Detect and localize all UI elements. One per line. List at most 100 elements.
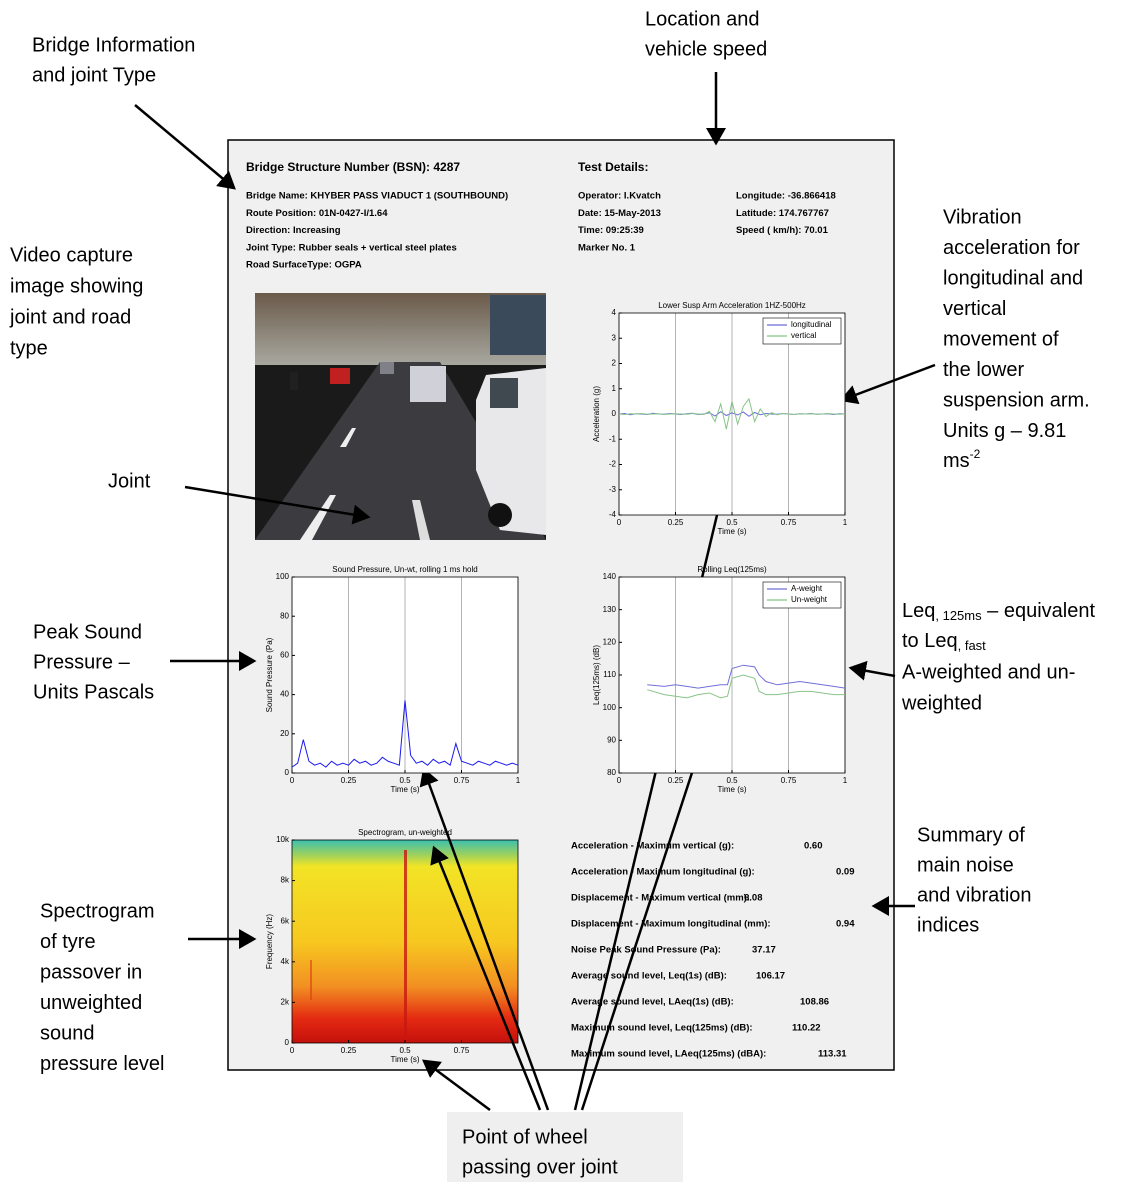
header-field: Operator: I.Kvatch — [578, 191, 661, 202]
spectrogram-image — [292, 840, 518, 1043]
x-tick-label: 0.25 — [341, 776, 357, 785]
annotation: Vibration — [943, 206, 1022, 228]
y-tick-label: -2 — [609, 460, 617, 469]
annotation: indices — [917, 914, 979, 936]
annotation: Spectrogram — [40, 900, 155, 922]
x-tick-label: 0.5 — [399, 776, 411, 785]
annotation: Point of wheel — [462, 1126, 588, 1148]
y-tick-label: 100 — [603, 703, 617, 712]
x-axis-label: Time (s) — [390, 785, 419, 794]
annotation: the lower — [943, 359, 1024, 381]
header-field: Longitude: -36.866418 — [736, 191, 836, 202]
annotation: Pressure – — [33, 651, 131, 673]
annotation-part: Leq — [902, 600, 935, 622]
y-tick-label: 1 — [612, 384, 617, 393]
y-tick-label: 6k — [281, 916, 290, 925]
annotation: Units g – 9.81 — [943, 420, 1066, 442]
annotation-sup: -2 — [970, 447, 981, 461]
y-tick-label: 3 — [612, 333, 617, 342]
y-tick-label: 2k — [281, 998, 290, 1007]
summary-value: 113.31 — [818, 1049, 847, 1060]
x-tick-label: 1 — [843, 518, 848, 527]
annotation: unweighted — [40, 992, 142, 1014]
summary-value: 0.94 — [836, 919, 855, 930]
x-tick-label: 0 — [617, 518, 622, 527]
y-tick-label: 4k — [281, 957, 290, 966]
annotation: to Leq, fast — [902, 630, 986, 653]
annotation: pressure level — [40, 1053, 165, 1075]
annotation-part: – equivalent — [982, 600, 1096, 622]
annotation: of tyre — [40, 931, 96, 953]
annotation: ms-2 — [943, 447, 981, 472]
legend-label: Un-weight — [791, 595, 828, 604]
x-tick-label: 0.5 — [726, 518, 738, 527]
x-tick-label: 0.5 — [726, 776, 738, 785]
x-axis-label: Time (s) — [390, 1055, 419, 1064]
y-tick-label: 100 — [276, 572, 290, 581]
header-field: Joint Type: Rubber seals + vertical stee… — [246, 242, 457, 253]
legend-label: A-weight — [791, 584, 823, 593]
annotation: Leq, 125ms – equivalent — [902, 600, 1095, 623]
annotation: and vibration — [917, 884, 1032, 906]
header-field: Bridge Name: KHYBER PASS VIADUCT 1 (SOUT… — [246, 191, 508, 202]
y-tick-label: 60 — [280, 651, 289, 660]
annotation-sub: , 125ms — [935, 608, 982, 623]
y-tick-label: 10k — [276, 835, 290, 844]
annotation: suspension arm. — [943, 389, 1090, 411]
summary-value: 6.08 — [744, 893, 763, 904]
y-tick-label: 130 — [603, 605, 617, 614]
x-tick-label: 1 — [516, 776, 521, 785]
legend-label: vertical — [791, 331, 817, 340]
y-tick-label: 2 — [612, 359, 617, 368]
y-axis-label: Leq(125ms) (dB) — [592, 645, 601, 705]
x-tick-label: 0.25 — [668, 518, 684, 527]
summary-label: Noise Peak Sound Pressure (Pa): — [571, 945, 721, 956]
annotation: longitudinal and — [943, 267, 1083, 289]
header-field: Time: 09:25:39 — [578, 225, 644, 236]
header-field: Marker No. 1 — [578, 242, 636, 253]
x-tick-label: 0.75 — [781, 776, 797, 785]
bsn: Bridge Structure Number (BSN): 4287 — [246, 160, 460, 174]
annotation: joint and road — [9, 306, 131, 328]
summary-value: 110.22 — [792, 1023, 821, 1034]
y-tick-label: 140 — [603, 572, 617, 581]
x-tick-label: 1 — [843, 776, 848, 785]
test-details: Test Details: — [578, 160, 648, 174]
x-tick-label: 0.25 — [341, 1046, 357, 1055]
x-tick-label: 0.25 — [668, 776, 684, 785]
annotation: passover in — [40, 961, 142, 983]
y-tick-label: 80 — [607, 768, 616, 777]
annotation: Units Pascals — [33, 681, 154, 703]
annotation: vehicle speed — [645, 38, 767, 60]
y-axis-label: Acceleration (g) — [592, 386, 601, 442]
annotation: sound — [40, 1022, 95, 1044]
y-tick-label: 80 — [280, 611, 289, 620]
annotation: acceleration for — [943, 237, 1080, 259]
video-capture — [255, 293, 546, 540]
y-tick-label: 8k — [281, 876, 290, 885]
summary-value: 0.60 — [804, 841, 823, 852]
y-axis-label: Sound Pressure (Pa) — [265, 637, 274, 712]
annotation-part: ms — [943, 450, 970, 472]
y-tick-label: 4 — [612, 308, 617, 317]
chart-title: Lower Susp Arm Acceleration 1HZ-500Hz — [658, 301, 806, 310]
annotation: main noise — [917, 854, 1014, 876]
chart-title: Spectrogram, un-weighted — [358, 828, 452, 837]
header-field: Latitude: 174.767767 — [736, 208, 829, 219]
x-tick-label: 0.5 — [399, 1046, 411, 1055]
header-field: Date: 15-May-2013 — [578, 208, 661, 219]
chart-title: Sound Pressure, Un-wt, rolling 1 ms hold — [332, 565, 477, 574]
x-tick-label: 0 — [290, 776, 295, 785]
y-tick-label: 20 — [280, 729, 289, 738]
y-tick-label: -1 — [609, 434, 617, 443]
y-tick-label: 120 — [603, 637, 617, 646]
summary-label: Maximum sound level, LAeq(125ms) (dBA): — [571, 1049, 766, 1060]
y-tick-label: 0 — [285, 768, 290, 777]
summary-value: 0.09 — [836, 867, 855, 878]
legend-label: longitudinal — [791, 320, 832, 329]
annotation: type — [10, 337, 48, 359]
y-axis-label: Frequency (Hz) — [265, 914, 274, 969]
annotation: and joint Type — [32, 64, 156, 86]
summary-label: Displacement - Maximum vertical (mm): — [571, 893, 750, 904]
annotation: Summary of — [917, 824, 1025, 846]
